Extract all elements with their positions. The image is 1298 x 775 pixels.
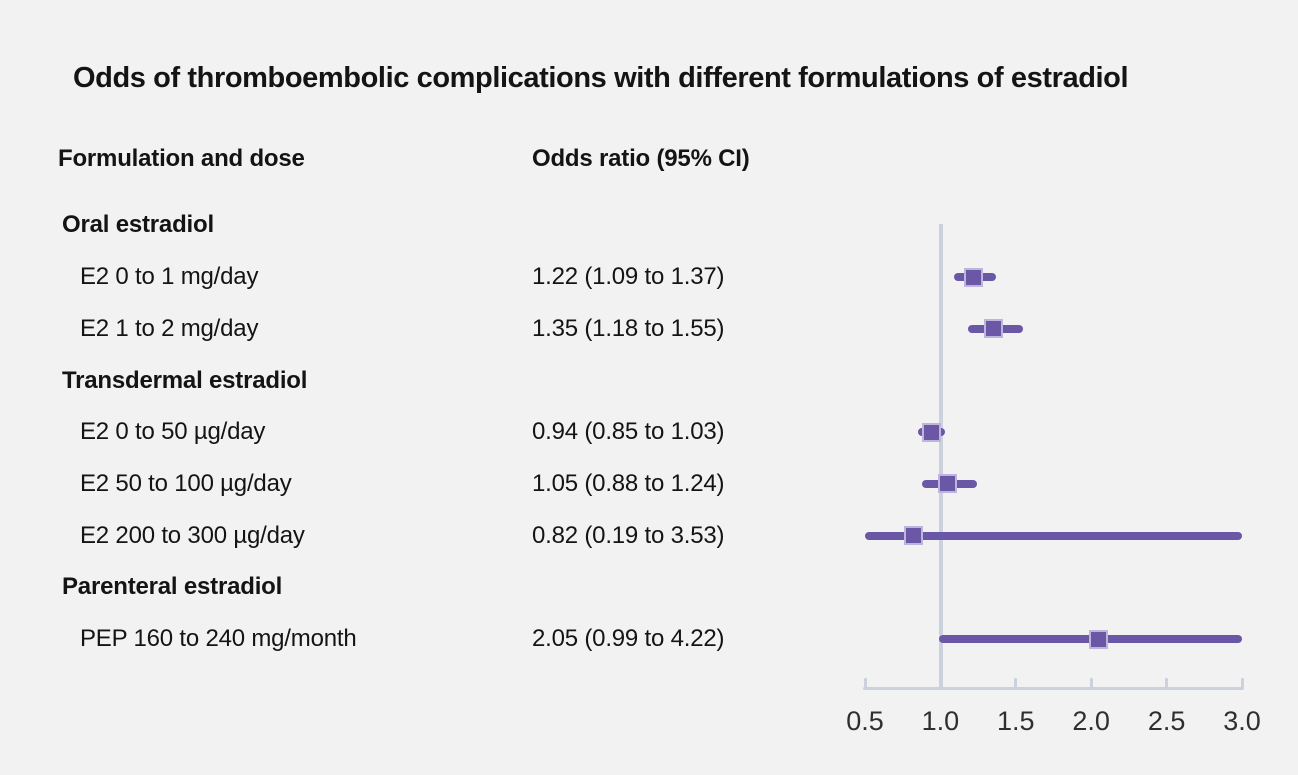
- section-label: Oral estradiol: [62, 211, 214, 239]
- table-row: E2 1 to 2 mg/day 1.35 (1.18 to 1.55): [0, 303, 1298, 355]
- odds-ratio-value: 0.94 (0.85 to 1.03): [532, 418, 725, 446]
- odds-ratio-value: 1.35 (1.18 to 1.55): [532, 314, 725, 342]
- table-row: PEP 160 to 240 mg/month 2.05 (0.99 to 4.2…: [0, 613, 1298, 665]
- column-header-formulation: Formulation and dose: [58, 145, 305, 172]
- or-marker: [921, 422, 941, 442]
- section-label: Transdermal estradiol: [62, 366, 308, 394]
- or-marker: [938, 474, 958, 494]
- axis-tick-label: 3.0: [1223, 706, 1261, 736]
- row-label: E2 200 to 300 µg/day: [80, 521, 305, 549]
- axis-tick: [1165, 678, 1169, 688]
- axis-tick-label: 1.5: [997, 706, 1035, 736]
- reference-line: [939, 224, 943, 690]
- ci-line: [865, 531, 1242, 540]
- table-row: E2 0 to 50 µg/day 0.94 (0.85 to 1.03): [0, 406, 1298, 458]
- row-label: E2 0 to 50 µg/day: [80, 418, 266, 446]
- axis-tick-label: 1.0: [921, 706, 960, 736]
- axis-tick: [863, 678, 867, 688]
- table-row: Parenteral estradiol: [0, 561, 1298, 613]
- axis-tick: [938, 678, 942, 688]
- or-marker: [1089, 629, 1109, 649]
- axis-tick: [1089, 678, 1093, 688]
- page-title: Odds of thromboembolic complications wit…: [73, 62, 1129, 94]
- axis-tick-label: 2.5: [1147, 706, 1186, 736]
- row-label: PEP 160 to 240 mg/month: [80, 625, 357, 652]
- axis-tick: [1014, 678, 1018, 688]
- row-label: E2 50 to 100 µg/day: [80, 469, 292, 497]
- odds-ratio-value: 2.05 (0.99 to 4.22): [532, 625, 725, 652]
- odds-ratio-value: 1.22 (1.09 to 1.37): [532, 263, 725, 291]
- table-row: Transdermal estradiol: [0, 355, 1298, 407]
- axis-tick-label: 2.0: [1072, 706, 1110, 736]
- or-marker: [903, 526, 923, 546]
- odds-ratio-value: 1.05 (0.88 to 1.24): [532, 469, 725, 497]
- axis-tick-label: 0.5: [846, 706, 884, 736]
- table-row: E2 50 to 100 µg/day 1.05 (0.88 to 1.24): [0, 458, 1298, 510]
- or-marker: [964, 267, 984, 287]
- x-axis-line: [863, 687, 1244, 690]
- section-label: Parenteral estradiol: [62, 573, 283, 601]
- odds-ratio-value: 0.82 (0.19 to 3.53): [532, 521, 725, 549]
- table-row: Oral estradiol: [0, 199, 1298, 251]
- axis-tick: [1240, 678, 1244, 688]
- table-row: E2 200 to 300 µg/day 0.82 (0.19 to 3.53): [0, 510, 1298, 562]
- column-header-odds-ratio: Odds ratio (95% CI): [532, 145, 750, 172]
- table-row: E2 0 to 1 mg/day 1.22 (1.09 to 1.37): [0, 251, 1298, 303]
- row-label: E2 1 to 2 mg/day: [80, 314, 259, 342]
- or-marker: [983, 319, 1003, 339]
- row-label: E2 0 to 1 mg/day: [80, 263, 259, 291]
